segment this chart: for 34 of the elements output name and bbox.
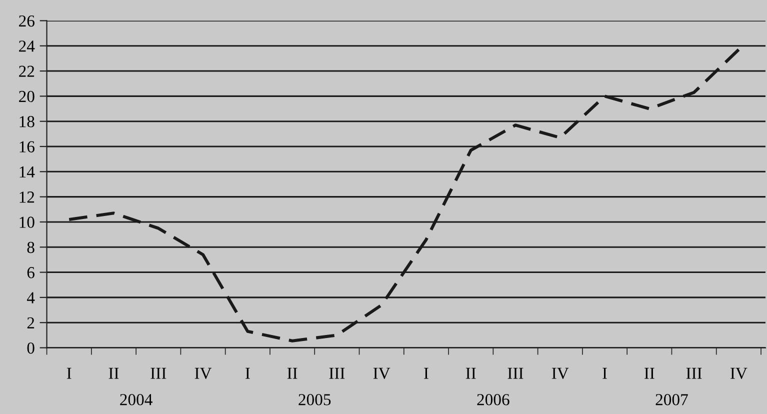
x-tick-label: II — [644, 368, 654, 379]
text: 2005 — [298, 394, 331, 406]
x-tick-label: III — [508, 368, 524, 379]
text: 2007 — [656, 394, 688, 406]
y-tick-label: 12 — [20, 192, 34, 203]
y-tick-label: 14 — [20, 166, 35, 178]
x-tick-label: III — [686, 368, 702, 379]
x-tick-label: III — [150, 368, 166, 379]
x-tick-label: IV — [194, 368, 212, 380]
x-tick-label: II — [466, 368, 476, 379]
x-tick-label: II — [108, 368, 119, 379]
y-tick-label: 0 — [27, 342, 34, 354]
x-tick-label: IV — [730, 368, 748, 380]
y-tick-label: 20 — [19, 90, 34, 102]
x-tick-label: I — [424, 368, 428, 379]
x-tick-label: I — [66, 368, 72, 379]
y-tick-label: 16 — [20, 141, 34, 152]
x-tick-label: IV — [373, 368, 390, 380]
x-tick-label: I — [602, 368, 607, 379]
y-tick-label: 6 — [27, 267, 34, 278]
y-tick-label: 26 — [19, 15, 34, 27]
y-tick-label: 22 — [19, 66, 34, 77]
y-tick-label: 4 — [26, 292, 35, 304]
text: 2006 — [477, 394, 510, 406]
x-tick-label: III — [329, 368, 345, 379]
y-tick-label: 2 — [27, 317, 34, 328]
x-tick-label: I — [245, 368, 250, 379]
y-tick-label: 8 — [27, 242, 34, 254]
x-tick-label: II — [287, 368, 298, 379]
text: 2004 — [120, 394, 152, 406]
y-tick-label: 18 — [20, 116, 34, 128]
y-tick-label: 24 — [19, 40, 35, 52]
y-tick-label: 10 — [20, 216, 34, 228]
x-tick-label: IV — [552, 368, 569, 380]
